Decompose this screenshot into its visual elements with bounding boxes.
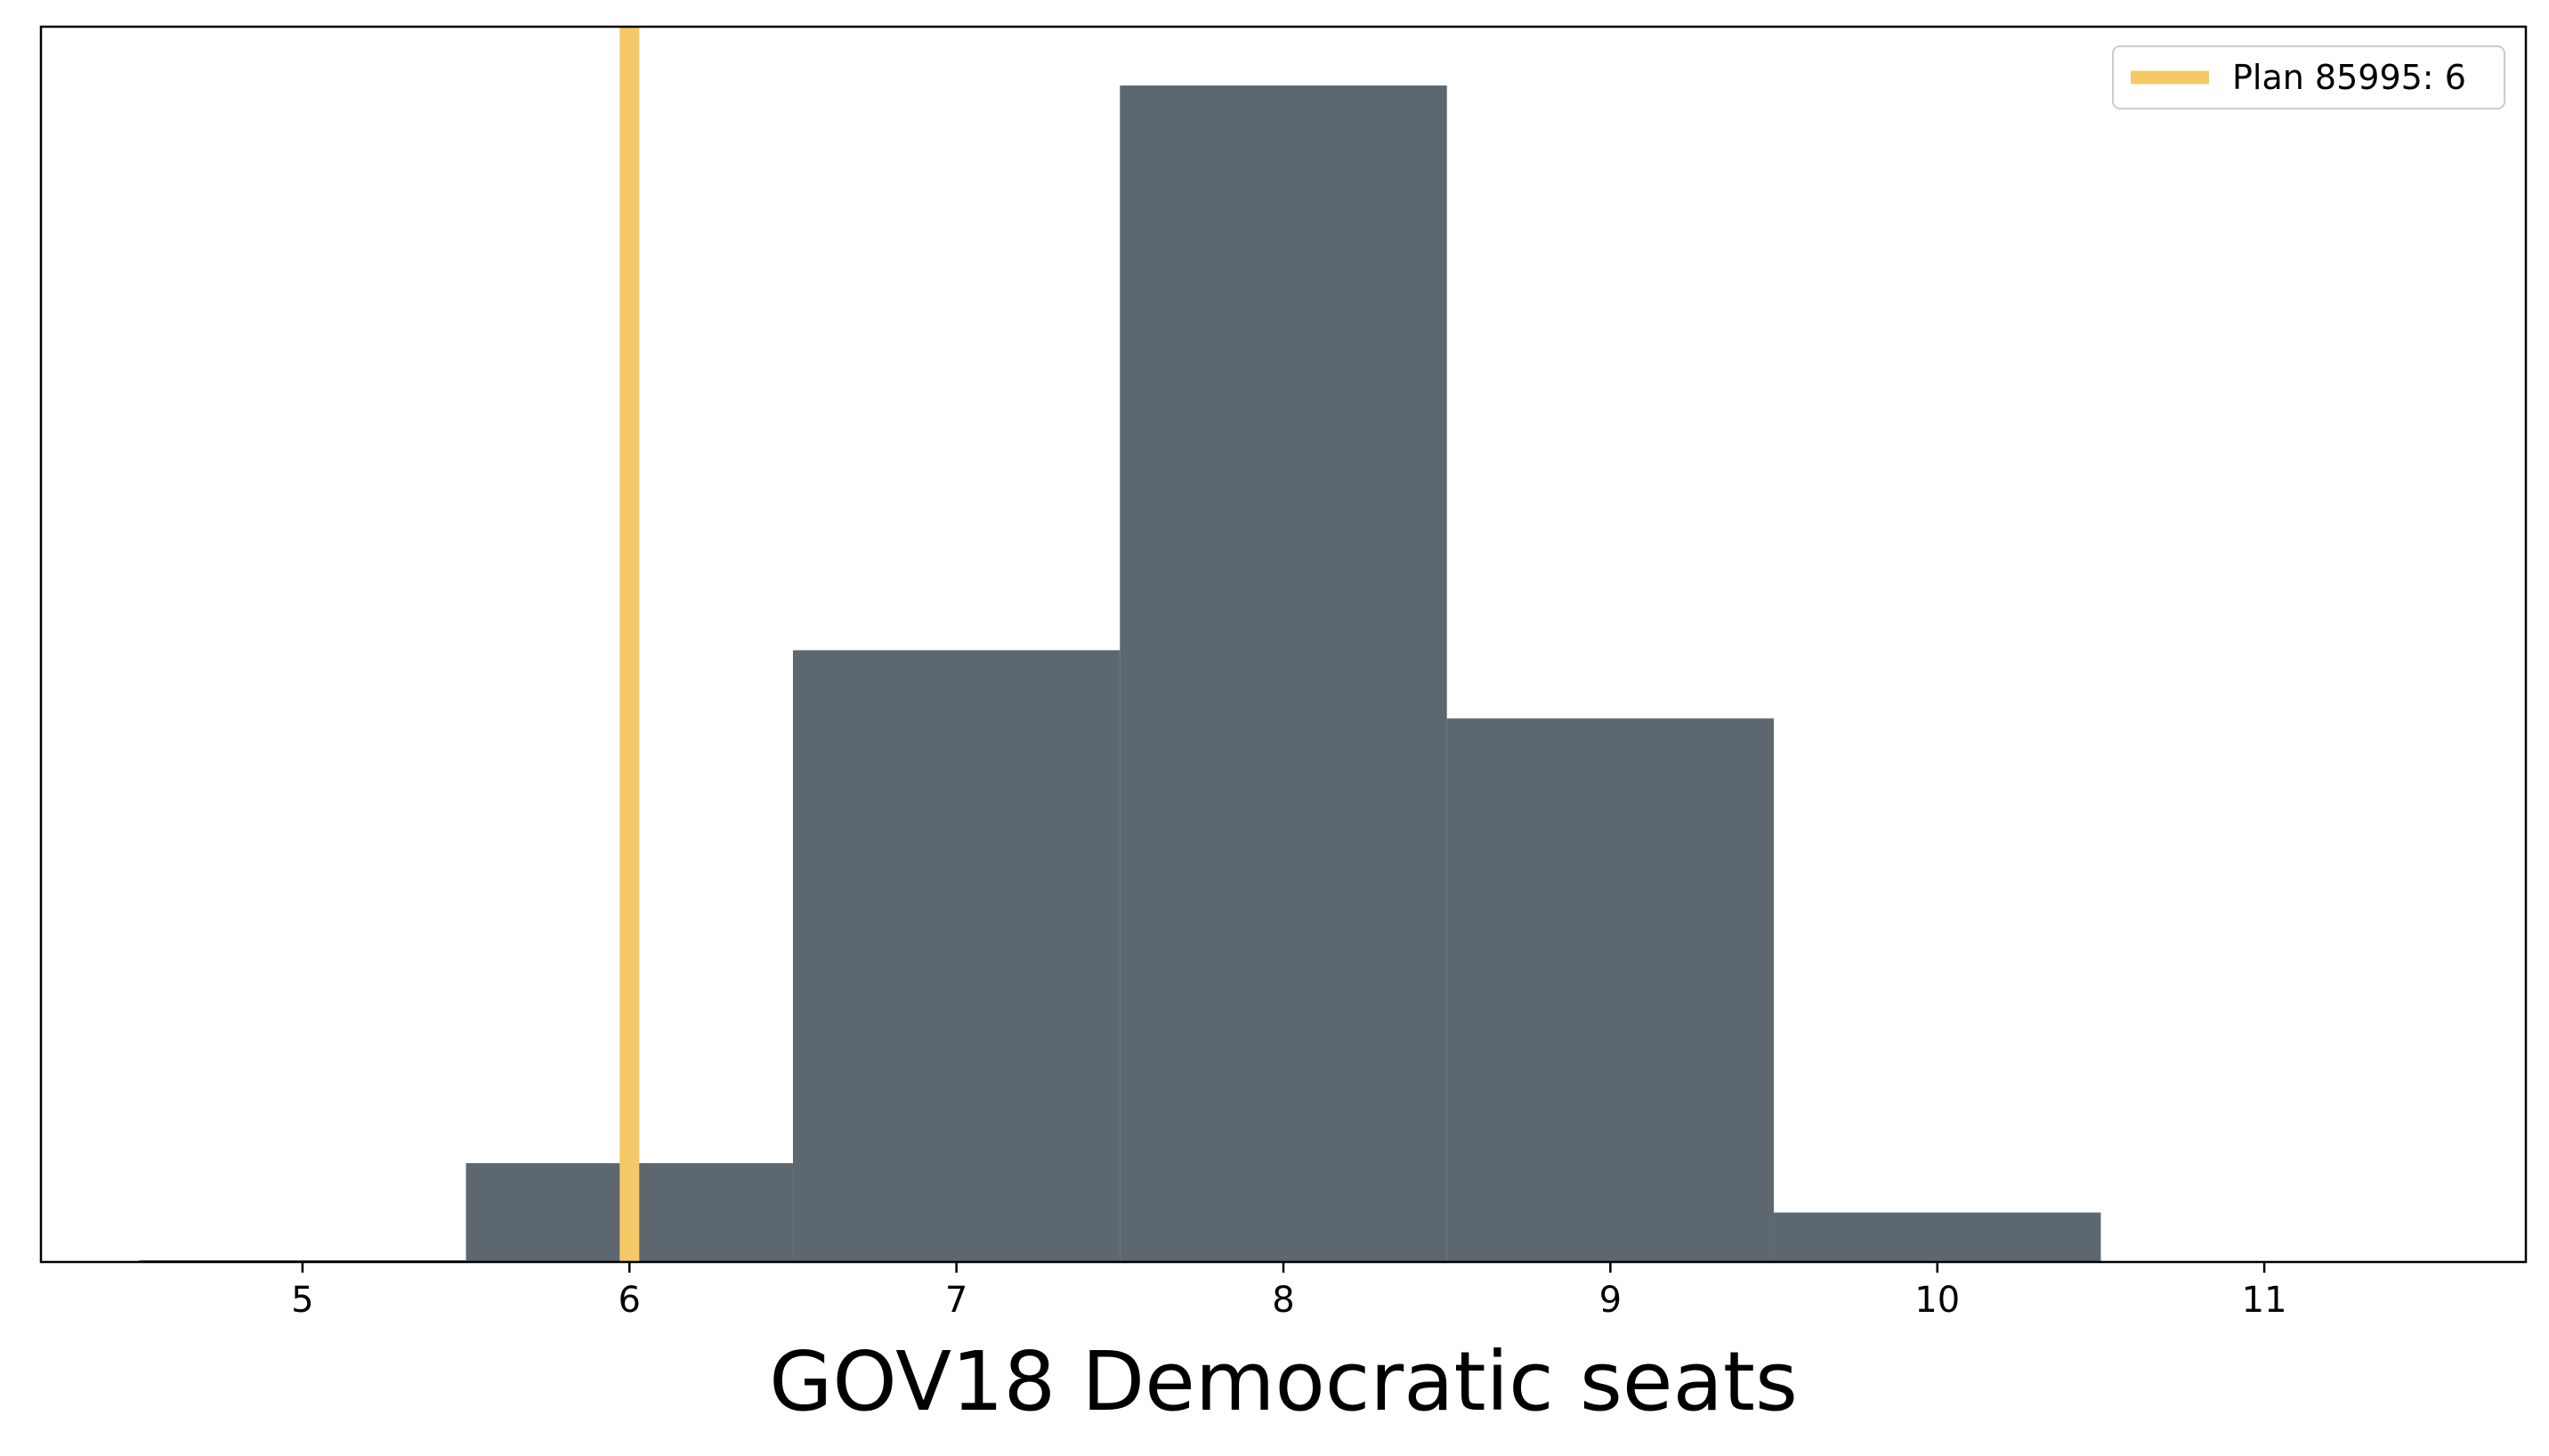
x-axis-ticks: 5 6 7 8 9 10 11 [291,1262,2287,1321]
histogram-bar-9 [1446,718,1775,1262]
histogram-bar-10 [1774,1212,2101,1262]
x-tick-label-10: 10 [1914,1280,1960,1321]
legend-box [2112,45,2505,109]
x-tick-label-5: 5 [291,1280,313,1321]
x-tick-label-6: 6 [619,1280,641,1321]
legend-label: Plan 85995: 6 [2232,58,2466,97]
x-axis-title: GOV18 Democratic seats [769,1334,1798,1429]
histogram-bar-8 [1120,85,1447,1263]
legend: Plan 85995: 6 [2112,45,2505,109]
histogram-bar-7 [792,650,1121,1262]
x-tick-label-9: 9 [1599,1280,1622,1321]
x-tick-label-7: 7 [945,1280,967,1321]
x-tick-label-11: 11 [2242,1280,2287,1321]
x-tick-label-8: 8 [1272,1280,1294,1321]
